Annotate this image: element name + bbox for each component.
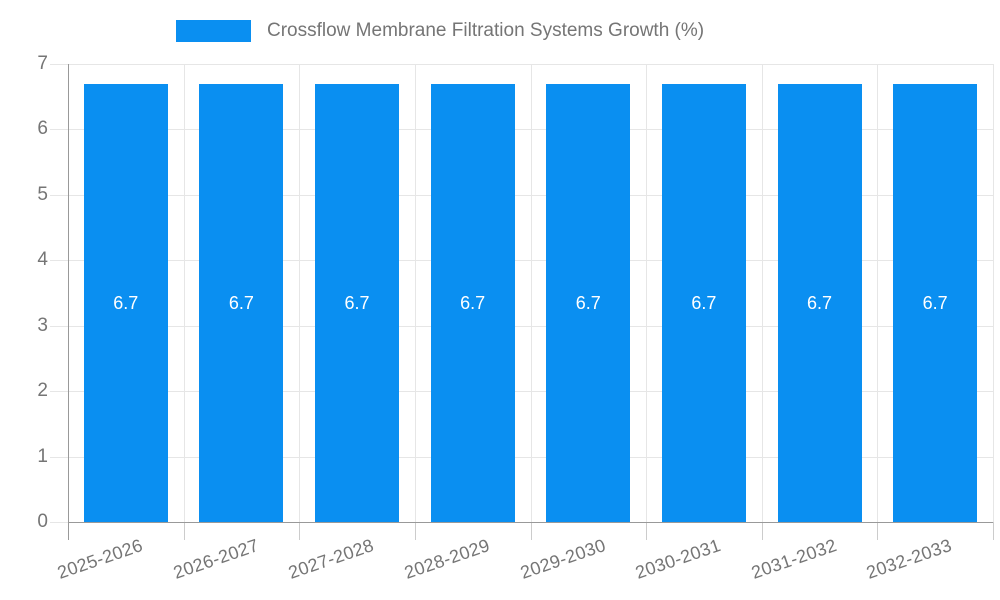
gridline: [761, 64, 763, 522]
bar-value-label: 6.7: [460, 292, 486, 313]
x-axis-label: 2027-2028: [286, 535, 377, 583]
y-axis-label: 2: [37, 380, 48, 402]
gridline: [50, 260, 993, 262]
gridline: [50, 64, 993, 65]
axis-tick: [414, 522, 416, 540]
axis-tick: [993, 522, 994, 540]
legend-label: Crossflow Membrane Filtration Systems Gr…: [267, 20, 705, 41]
bar-value-label: 6.7: [691, 292, 717, 313]
bar[interactable]: 6.7: [546, 83, 631, 522]
gridline: [877, 64, 879, 522]
x-axis-label: 2032-2033: [864, 535, 955, 583]
y-axis-label: 5: [37, 183, 48, 205]
bar[interactable]: 6.7: [199, 83, 284, 522]
y-axis-label: 7: [37, 53, 48, 74]
axis-tick: [299, 522, 301, 540]
gridline: [183, 64, 185, 522]
gridline: [530, 64, 532, 522]
x-axis-label: 2029-2030: [517, 535, 608, 583]
axis-tick: [761, 522, 763, 540]
gridline: [414, 64, 416, 522]
bar-value-label: 6.7: [228, 292, 254, 313]
x-axis-label: 2030-2031: [632, 535, 724, 583]
x-axis-label: 2028-2029: [401, 535, 493, 583]
gridline: [50, 194, 993, 196]
x-axis-label: 2025-2026: [54, 535, 146, 583]
bar[interactable]: 6.7: [777, 83, 862, 522]
bar-value-label: 6.7: [344, 292, 370, 313]
gridline: [50, 456, 993, 458]
gridline: [50, 391, 993, 393]
gridline: [50, 325, 993, 327]
y-axis-label: 0: [37, 511, 48, 532]
gridline: [993, 64, 994, 522]
x-axis-label: 2026-2027: [170, 535, 261, 583]
x-axis-line: [68, 522, 993, 523]
bar-value-label: 6.7: [807, 292, 833, 313]
legend-item[interactable]: Crossflow Membrane Filtration Systems Gr…: [176, 20, 704, 42]
y-axis-label: 1: [37, 445, 48, 467]
axis-tick: [646, 522, 648, 540]
bar[interactable]: 6.7: [83, 83, 168, 522]
axis-tick: [530, 522, 532, 540]
bar[interactable]: 6.7: [893, 83, 978, 522]
gridline: [50, 129, 993, 131]
y-axis-line: [68, 64, 69, 540]
bar[interactable]: 6.7: [661, 83, 746, 522]
axis-tick: [877, 522, 879, 540]
y-axis-label: 3: [37, 314, 48, 336]
bar-value-label: 6.7: [113, 292, 139, 313]
y-axis-label: 6: [37, 118, 48, 140]
gridline: [646, 64, 648, 522]
bar-value-label: 6.7: [922, 292, 948, 313]
bar[interactable]: 6.7: [315, 83, 400, 522]
bar-value-label: 6.7: [575, 292, 601, 313]
bar[interactable]: 6.7: [430, 83, 515, 522]
gridline: [299, 64, 301, 522]
axis-tick: [183, 522, 185, 540]
y-axis-label: 4: [37, 249, 48, 271]
x-axis-label: 2031-2032: [748, 535, 840, 583]
legend-swatch: [176, 20, 251, 42]
